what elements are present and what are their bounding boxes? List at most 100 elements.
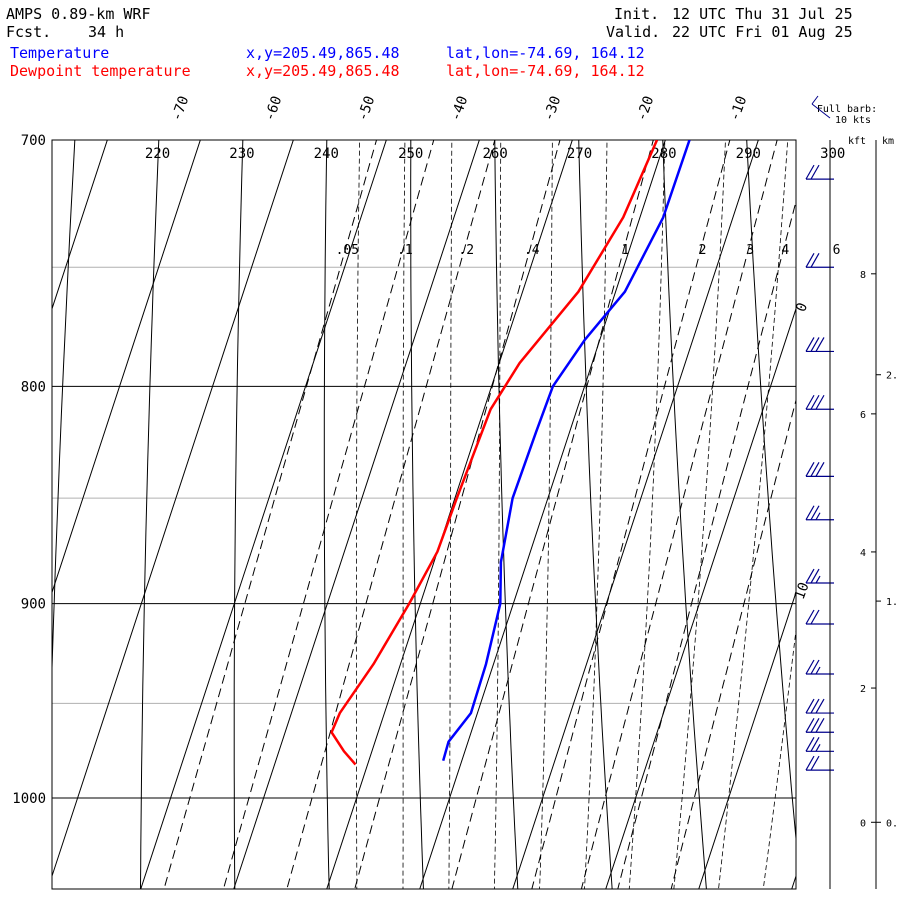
legend-temperature-latlon: lat,lon=-74.69, 164.12 [446,44,645,62]
barb-legend-line1: Full barb: [817,104,877,115]
mixing-ratio-label: 1 [622,243,630,258]
kft-label: kft [848,136,866,147]
theta-label: 220 [145,146,170,162]
moist-adiabat [673,140,726,889]
valid-value: 22 UTC Fri 01 Aug 25 [672,23,853,41]
dry-adiabat [52,140,76,683]
mixing-ratio-line [531,140,731,889]
mixing-ratio-label: .2 [458,243,474,258]
theta-label: 240 [314,146,339,162]
isotherm-line [52,140,294,878]
legend-temperature-xy: x,y=205.49,865.48 [246,44,400,62]
theta-label: 230 [229,146,254,162]
wind-barb [805,736,834,752]
model-title: AMPS 0.89-km WRF [6,5,151,23]
valid-label: Valid. [606,23,661,41]
pressure-tick-label: 700 [21,133,46,149]
moist-adiabat [448,140,453,889]
dry-adiabat [410,140,424,889]
km-tick-label: 0. [886,818,898,829]
isotherm-line [605,307,796,889]
profile-lines [330,140,691,766]
theta-label: 250 [398,146,423,162]
dry-adiabat [746,140,796,844]
km-tick-label: 2. [886,371,898,382]
moist-adiabat [539,140,553,889]
forecast-value: 34 h [88,23,125,41]
isotherm-label: -60 [262,94,286,123]
isotherm-line [140,140,387,889]
sounding-header: AMPS 0.89-km WRF Fcst. 34 h Init. 12 UTC… [0,0,900,90]
moist-adiabat [628,140,666,889]
wind-barb [805,462,834,477]
mixing-ratio-label: .1 [397,243,413,258]
isotherm-label: -10 [727,94,751,123]
isotherm-line [512,140,759,889]
wind-barb [805,717,834,733]
wind-barb [805,394,834,410]
isotherm-line [879,31,900,900]
mixing-ratio-line [580,140,778,889]
km-label: km [882,136,894,147]
moist-adiabat [584,140,608,889]
mixing-ratio-line [617,199,796,889]
theta-label: 260 [482,146,507,162]
mixing-ratio-line [354,140,561,889]
moist-adiabat [803,0,900,900]
theta-label: 280 [651,146,676,162]
dry-adiabat [323,140,330,889]
kft-tick-label: 6 [860,410,866,421]
init-value: 12 UTC Thu 31 Jul 25 [672,5,853,23]
legend-dewpoint-xy: x,y=205.49,865.48 [246,62,400,80]
wind-barb [805,505,834,521]
kft-tick-label: 0 [860,818,866,829]
mixing-ratio-label: 4 [781,243,789,258]
km-tick-label: 1. [886,597,898,608]
pressure-tick-label: 800 [21,379,46,395]
isotherm-label: -20 [634,94,658,123]
init-label: Init. [614,5,660,23]
dry-adiabat [578,140,613,889]
moist-adiabat [402,140,406,889]
theta-label: 270 [567,146,592,162]
mixing-ratio-label: .4 [524,243,540,258]
legend-dewpoint-name: Dewpoint temperature [10,62,191,80]
theta-label: 290 [736,146,761,162]
height-axis: kft km 8 6 4 2 0 2. 1. 0. [829,136,898,889]
isotherm-label: -40 [448,94,472,123]
wind-barb [805,698,834,714]
dry-adiabat [0,0,3,900]
wind-barb [805,755,834,771]
isotherm-line [52,140,108,311]
dry-adiabat [494,140,519,889]
dewpoint-profile [330,140,659,766]
barb-legend-flag [811,95,819,105]
temperature-profile [441,140,691,762]
mixing-ratio-label: 3 [746,243,754,258]
wind-barb [805,164,834,180]
moist-adiabat [355,140,361,889]
pressure-tick-label: 900 [21,597,46,613]
mixing-ratio-label: .05 [336,243,359,258]
pressure-tick-label: 1000 [12,791,46,807]
mixing-ratio-line [222,140,435,889]
isotherm-line [326,140,573,889]
mixing-ratio-line [286,140,496,889]
barb-legend-staff [811,103,831,119]
moist-adiabat [762,627,796,889]
mixing-ratio-line [451,140,654,889]
isotherm-line [52,140,201,595]
theta-label: 300 [820,146,845,162]
dry-adiabat [233,140,244,889]
kft-tick-label: 4 [860,548,866,559]
plot-frame [51,139,797,890]
mixing-ratio-label: 2 [699,243,707,258]
barb-legend-line2: 10 kts [835,115,871,126]
isotherm-label: -30 [541,94,565,123]
wind-barb [805,609,834,625]
kft-tick-label: 2 [860,684,866,695]
isotherm-line [419,140,666,889]
